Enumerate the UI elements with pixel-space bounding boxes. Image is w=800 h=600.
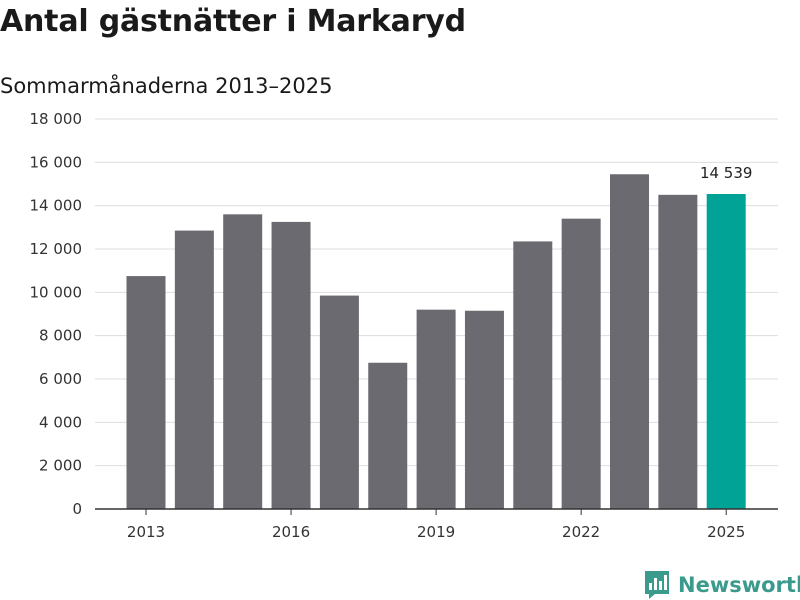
bar-2014 [174, 230, 214, 510]
data-labels: 14 539 [700, 164, 753, 182]
y-tick-label: 18 000 [30, 110, 83, 128]
x-tick-label: 2025 [707, 523, 745, 541]
x-axis: 2013 2016 2019 2022 2025 [95, 508, 778, 541]
x-tick-label: 2019 [417, 523, 455, 541]
bar-2015 [223, 214, 263, 510]
y-tick-label: 10 000 [30, 283, 83, 301]
chart-title: Antal gästnätter i Markaryd [0, 4, 466, 39]
y-tick-label: 4 000 [39, 413, 82, 431]
y-axis-ticks: 0 2 000 4 000 6 000 8 000 10 000 12 000 14 000 1… [30, 110, 83, 518]
bar-2013 [126, 276, 166, 509]
y-tick-label: 12 000 [30, 240, 83, 258]
chart-subtitle: Sommarmånaderna 2013–2025 [0, 74, 333, 98]
brand: Newsworthy [644, 570, 800, 600]
y-tick-label: 8 000 [39, 327, 82, 345]
newsworthy-logo-icon [645, 571, 669, 599]
bar-2017 [319, 295, 359, 509]
y-tick-label: 14 000 [30, 197, 83, 215]
bar-2024 [658, 194, 698, 510]
bar-chart: 0 2 000 4 000 6 000 8 000 10 000 12 000 14 000 1… [30, 110, 778, 541]
bars [126, 174, 746, 510]
bar-2021 [513, 241, 553, 509]
x-tick-label: 2013 [127, 523, 165, 541]
bar-2016 [271, 221, 311, 509]
y-tick-label: 2 000 [39, 457, 82, 475]
bar-2019 [416, 309, 456, 509]
brand-name: Newsworthy [678, 573, 800, 597]
bar-2025 [706, 193, 746, 509]
data-label: 14 539 [700, 164, 753, 182]
y-tick-label: 6 000 [39, 370, 82, 388]
bar-2018 [368, 362, 408, 509]
bar-2020 [464, 310, 504, 509]
y-tick-label: 0 [72, 500, 82, 518]
bar-2023 [610, 174, 649, 509]
y-tick-label: 16 000 [30, 153, 83, 171]
x-tick-label: 2016 [272, 523, 310, 541]
x-tick-label: 2022 [562, 523, 600, 541]
bar-2022 [561, 218, 601, 509]
